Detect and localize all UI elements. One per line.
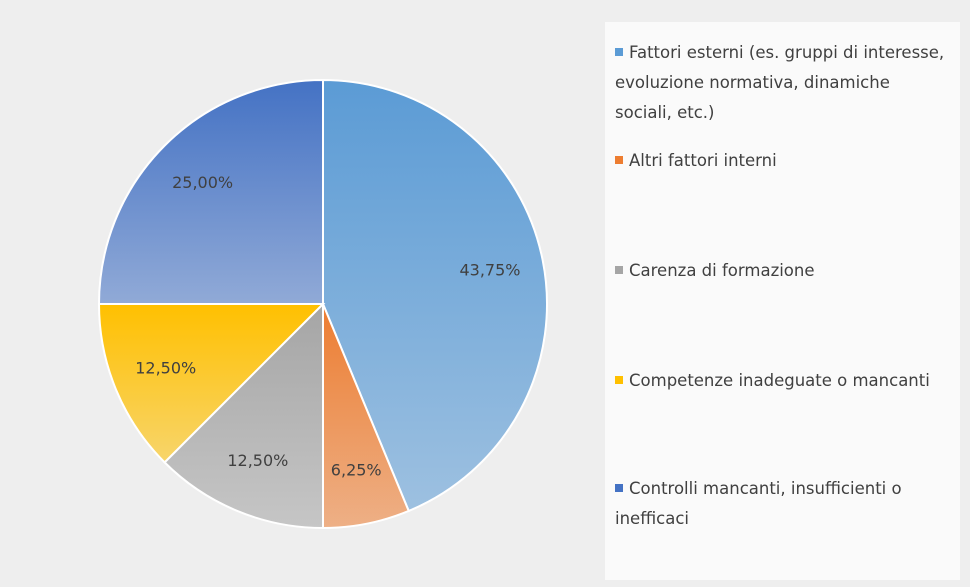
legend-label: Competenze inadeguate o mancanti <box>629 371 930 390</box>
legend-swatch <box>615 155 623 164</box>
slice <box>97 78 324 305</box>
data-label: 12,50% <box>135 359 196 378</box>
data-label: 12,50% <box>227 451 288 470</box>
legend-entry: Fattori esterni (es. gruppi di interesse… <box>615 38 950 128</box>
legend-label: Fattori esterni (es. gruppi di interesse… <box>615 43 945 122</box>
slice <box>97 303 326 464</box>
slice <box>322 78 548 513</box>
legend-swatch <box>615 375 623 384</box>
legend-swatch <box>615 265 623 274</box>
data-label: 43,75% <box>459 260 520 279</box>
legend-swatch <box>615 47 623 56</box>
legend-entry: Competenze inadeguate o mancanti <box>615 366 950 396</box>
data-label: 25,00% <box>172 173 233 192</box>
slice <box>163 301 324 530</box>
legend-entry: Altri fattori interni <box>615 146 950 176</box>
legend-entry: Controlli mancanti, insufficienti o inef… <box>615 474 950 534</box>
data-label: 6,25% <box>331 460 382 479</box>
legend-label: Altri fattori interni <box>629 151 777 170</box>
legend-swatch <box>615 483 623 492</box>
legend: Fattori esterni (es. gruppi di interesse… <box>605 22 960 580</box>
legend-entry: Carenza di formazione <box>615 256 950 286</box>
legend-label: Carenza di formazione <box>629 261 815 280</box>
legend-label: Controlli mancanti, insufficienti o inef… <box>615 479 902 528</box>
